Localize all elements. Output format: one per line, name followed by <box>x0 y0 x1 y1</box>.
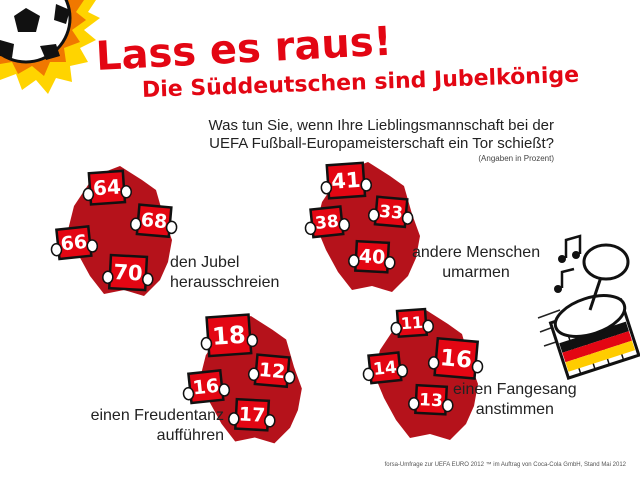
value-label: 16 <box>192 375 221 400</box>
cartoon-glove-icon <box>246 333 259 348</box>
value-sign: 64 <box>82 169 132 206</box>
value-sign: 13 <box>408 383 454 416</box>
value-sign-board <box>205 313 253 358</box>
value-sign: 12 <box>247 353 296 389</box>
value-sign: 66 <box>50 225 99 261</box>
cartoon-glove-icon <box>120 184 132 199</box>
category-label-line1: einen Freudentanz <box>90 407 224 424</box>
value-label: 38 <box>314 212 340 234</box>
category-label-line2: aufführen <box>156 427 224 444</box>
survey-question-line2: UEFA Fußball-Europameisterschaft ein Tor… <box>209 135 554 152</box>
category-label-line2: herausschreien <box>170 274 280 291</box>
soccer-ball-icon <box>0 0 100 94</box>
cartoon-glove-icon <box>129 217 142 231</box>
cartoon-glove-icon <box>86 239 99 253</box>
category-label: andere Menschen umarmen <box>412 243 540 283</box>
value-sign-board <box>433 336 480 380</box>
value-sign: 33 <box>367 195 414 229</box>
cartoon-glove-icon <box>401 211 414 225</box>
value-label: 68 <box>140 209 168 233</box>
category-label-line1: den Jubel <box>170 254 240 271</box>
value-sign: 17 <box>228 397 276 432</box>
survey-question-line1: Was tun Sie, wenn Ihre Lieblingsmannscha… <box>208 117 554 134</box>
value-sign: 68 <box>129 203 178 239</box>
value-sign: 40 <box>348 239 396 274</box>
cartoon-glove-icon <box>338 218 351 232</box>
cartoon-glove-icon <box>102 270 114 285</box>
cartoon-glove-icon <box>304 221 317 236</box>
drum-icon <box>537 243 640 380</box>
value-label: 70 <box>113 260 143 285</box>
cartoon-glove-icon <box>408 396 420 411</box>
value-label: 41 <box>330 168 361 194</box>
cartoon-glove-icon <box>442 398 454 413</box>
cartoon-glove-icon <box>182 386 195 401</box>
category-label-line1: einen Fangesang <box>453 381 577 398</box>
cartoon-glove-icon <box>141 272 154 287</box>
cartoon-glove-icon <box>384 256 396 270</box>
value-label: 17 <box>238 403 266 426</box>
cartoon-glove-icon <box>360 178 373 192</box>
value-label: 13 <box>419 390 444 411</box>
value-label: 64 <box>92 175 121 201</box>
value-label: 40 <box>358 245 386 268</box>
value-sign: 38 <box>304 205 351 239</box>
cartoon-glove-icon <box>228 412 240 426</box>
cartoon-glove-icon <box>50 242 63 257</box>
value-sign: 16 <box>182 369 231 405</box>
value-label: 16 <box>439 345 473 374</box>
category-label: den Jubel herausschreien <box>170 253 279 293</box>
cartoon-glove-icon <box>422 319 434 333</box>
cartoon-glove-icon <box>283 370 296 385</box>
category-label: einen Freudentanz aufführen <box>62 406 224 446</box>
value-label: 18 <box>211 321 246 351</box>
cartoon-glove-icon <box>247 367 260 381</box>
cartoon-glove-icon <box>218 383 231 397</box>
value-label: 12 <box>258 359 286 383</box>
category-label-line2: anstimmen <box>475 401 554 418</box>
cartoon-glove-icon <box>396 364 409 378</box>
value-sign: 16 <box>427 336 484 380</box>
cartoon-glove-icon <box>82 187 95 202</box>
cartoon-glove-icon <box>165 220 178 235</box>
category-label-line2: umarmen <box>442 264 510 281</box>
value-label: 11 <box>400 313 424 334</box>
cartoon-glove-icon <box>200 336 213 351</box>
value-label: 14 <box>372 358 398 380</box>
value-label: 33 <box>378 202 403 224</box>
value-sign: 11 <box>390 307 434 339</box>
source-note: forsa-Umfrage zur UEFA EURO 2012 ™ im Au… <box>384 462 626 468</box>
value-sign: 41 <box>320 161 373 200</box>
cartoon-glove-icon <box>348 254 360 268</box>
cartoon-glove-icon <box>471 359 484 374</box>
music-notes-icon <box>554 234 582 293</box>
value-sign: 18 <box>200 313 259 358</box>
unit-note: (Angaben in Prozent) <box>478 154 554 163</box>
cartoon-glove-icon <box>390 321 403 336</box>
value-sign: 70 <box>102 253 154 292</box>
value-label: 66 <box>60 231 89 256</box>
category-label: einen Fangesang anstimmen <box>453 380 577 420</box>
value-sign: 14 <box>362 351 409 385</box>
cartoon-glove-icon <box>362 367 375 382</box>
cartoon-glove-icon <box>367 208 380 222</box>
category-label-line1: andere Menschen <box>412 244 541 261</box>
cartoon-glove-icon <box>320 180 333 195</box>
cartoon-glove-icon <box>264 414 276 428</box>
cartoon-glove-icon <box>427 356 440 370</box>
